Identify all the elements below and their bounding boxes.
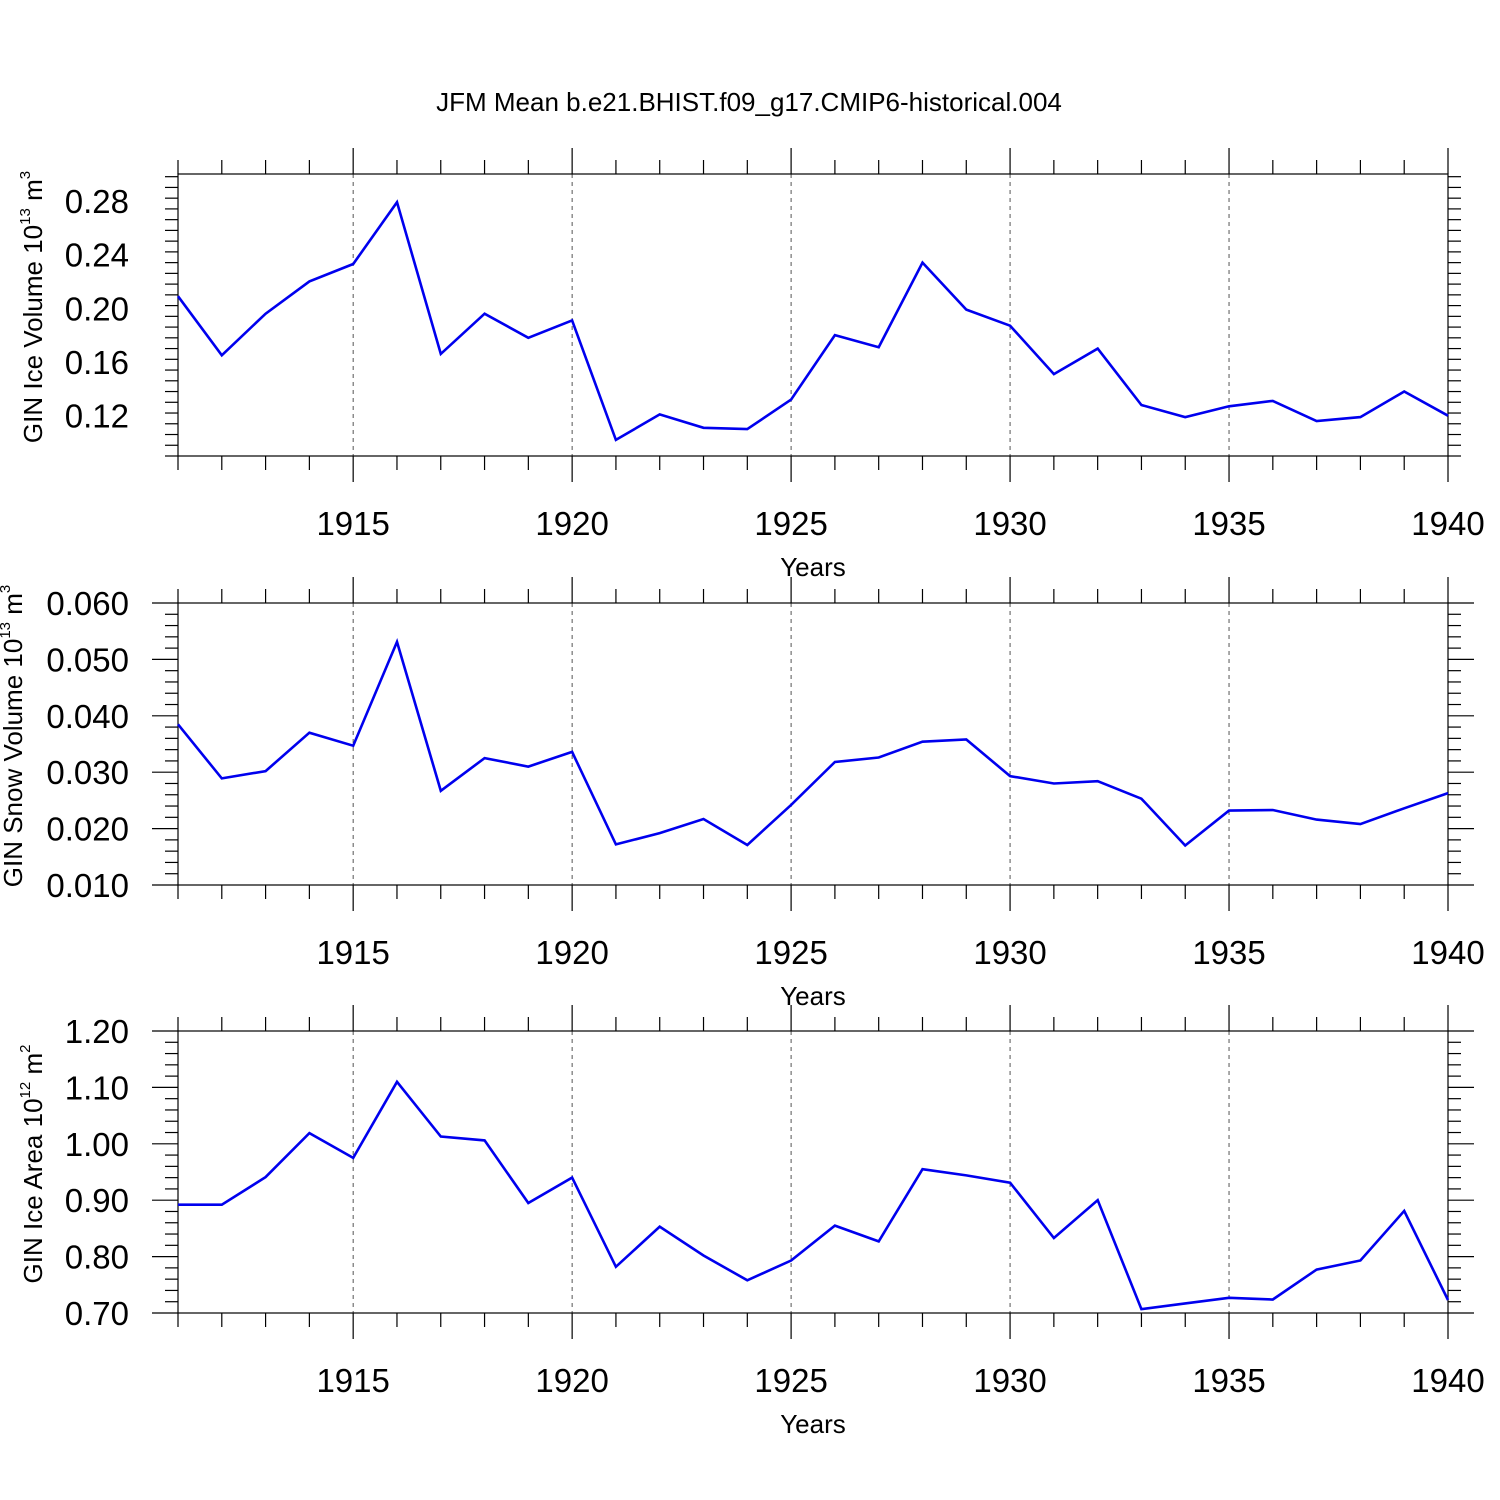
chart-panel-2: 0.010 0.020 0.030 0.040 0.050 0.060 1915 1920 19…	[0, 577, 1485, 1011]
plot-frame	[177, 1030, 1449, 1314]
y-tick-label: 0.060	[46, 585, 129, 622]
x-tick-label: 1920	[535, 934, 608, 971]
chart-panel-1: 0.12 0.16 0.20 0.24 0.28 1915 1920 1925 1930 1935…	[17, 148, 1485, 582]
y-tick-label: 0.24	[65, 237, 129, 274]
y-tick-label: 1.00	[65, 1126, 129, 1163]
figure-title: JFM Mean b.e21.BHIST.f09_g17.CMIP6-histo…	[436, 87, 1062, 117]
chart-panel-3: 0.70 0.80 0.90 1.00 1.10 1.20 1915 1920 1925 1930…	[17, 1005, 1485, 1439]
x-tick-label: 1935	[1192, 1362, 1265, 1399]
x-tick-label: 1925	[754, 505, 827, 542]
y-tick-label: 0.70	[65, 1295, 129, 1332]
x-tick-label: 1930	[973, 505, 1046, 542]
plot-frame	[177, 173, 1449, 457]
x-tick-label: 1925	[754, 934, 827, 971]
x-tick-label: 1915	[316, 934, 389, 971]
y-tick-label: 0.010	[46, 867, 129, 904]
y-tick-label: 0.20	[65, 290, 129, 327]
y-tick-label: 0.050	[46, 641, 129, 678]
series-line	[178, 1079, 1450, 1311]
y-axis-label: GIN Ice Volume 1013 m3	[17, 171, 48, 443]
y-tick-label: 0.16	[65, 344, 129, 381]
x-axis-label: Years	[780, 1409, 846, 1439]
x-axis-label: Years	[780, 552, 846, 582]
x-tick-label: 1935	[1192, 934, 1265, 971]
y-tick-label: 0.030	[46, 754, 129, 791]
series-line	[176, 638, 1449, 848]
y-tick-label: 0.040	[46, 698, 129, 735]
y-tick-label: 0.28	[65, 183, 129, 220]
y-axis-label: GIN Snow Volume 1013 m3	[0, 585, 28, 888]
x-tick-label: 1940	[1411, 934, 1484, 971]
y-axis-label: GIN Ice Area 1012 m2	[17, 1045, 48, 1284]
plot-frame	[177, 602, 1449, 886]
x-tick-label: 1940	[1411, 505, 1484, 542]
x-tick-label: 1915	[316, 505, 389, 542]
y-tick-label: 0.90	[65, 1182, 129, 1219]
series-line	[176, 199, 1449, 442]
panels: 0.12 0.16 0.20 0.24 0.28 1915 1920 1925 1930 1935…	[0, 148, 1485, 1439]
x-tick-label: 1915	[316, 1362, 389, 1399]
x-tick-label: 1925	[754, 1362, 827, 1399]
x-tick-label: 1930	[973, 934, 1046, 971]
y-tick-label: 0.12	[65, 398, 129, 435]
y-tick-label: 1.20	[65, 1013, 129, 1050]
x-tick-label: 1920	[535, 505, 608, 542]
y-tick-label: 1.10	[65, 1069, 129, 1106]
x-tick-label: 1940	[1411, 1362, 1484, 1399]
y-tick-label: 0.80	[65, 1239, 129, 1276]
x-axis-label: Years	[780, 981, 846, 1011]
x-tick-label: 1920	[535, 1362, 608, 1399]
y-tick-label: 0.020	[46, 811, 129, 848]
x-tick-label: 1930	[973, 1362, 1046, 1399]
x-tick-label: 1935	[1192, 505, 1265, 542]
